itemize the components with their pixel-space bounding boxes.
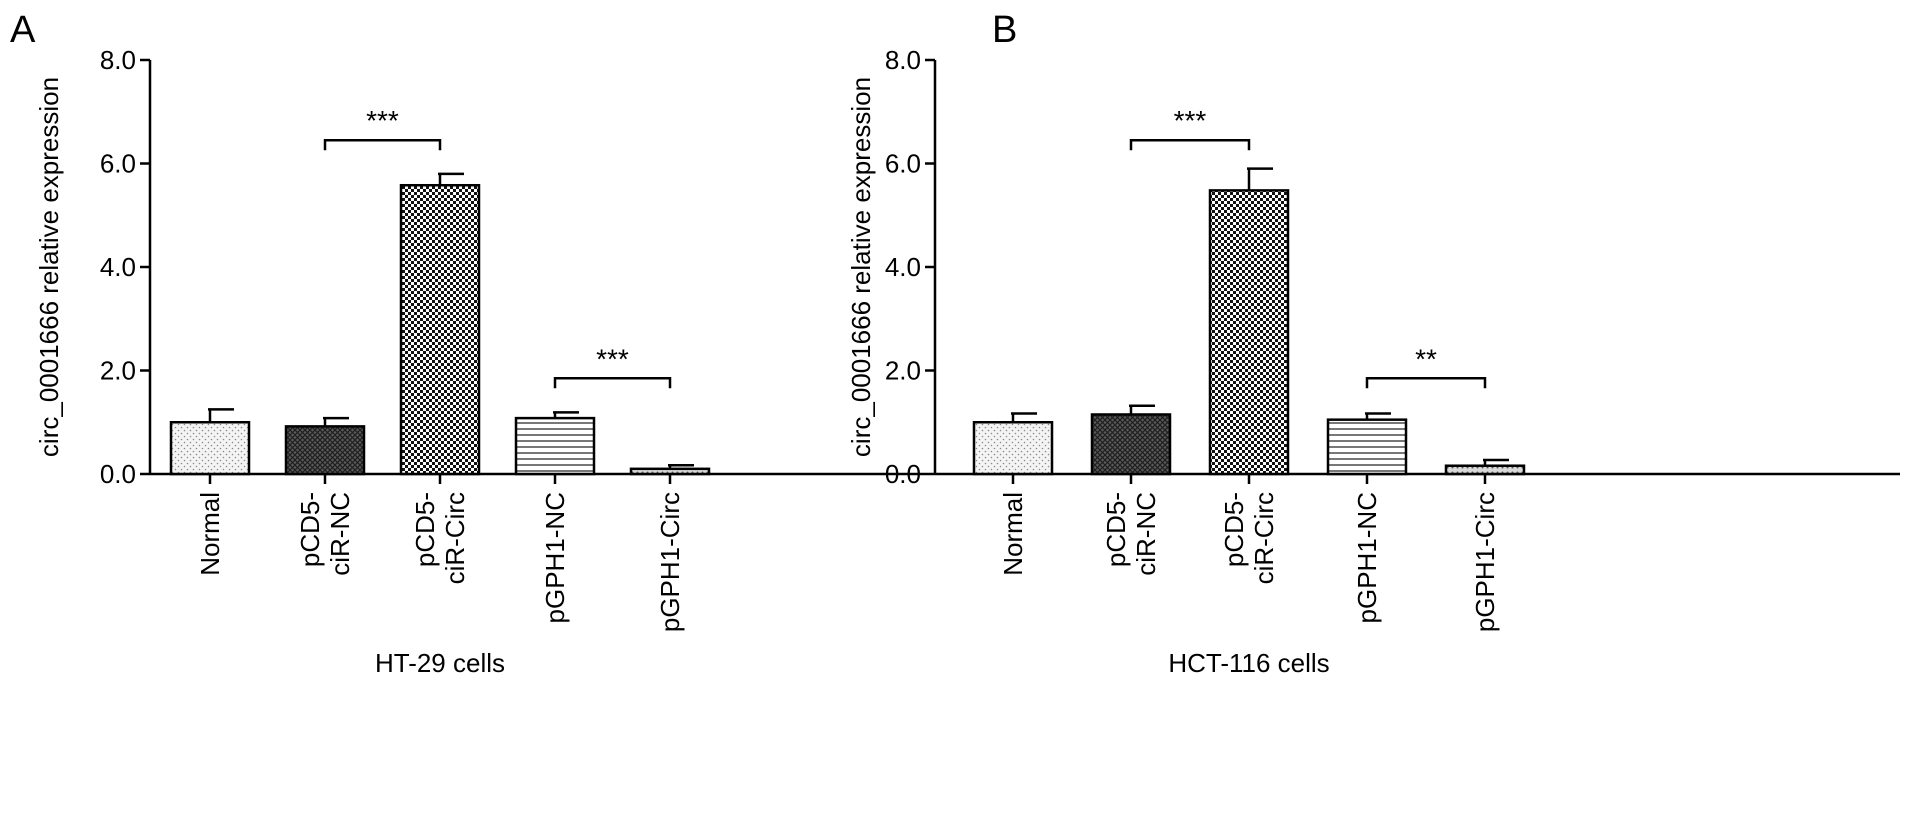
y-tick-label: 8.0 xyxy=(100,45,136,75)
y-tick-label: 0.0 xyxy=(100,459,136,489)
category-label: Normal xyxy=(195,492,225,576)
bar xyxy=(284,425,366,476)
category-label: pCD5- xyxy=(410,492,440,567)
bar xyxy=(1444,464,1526,476)
y-axis-label-group: circ_0001666 relative expression xyxy=(846,77,876,457)
panel-b: B circ_0001666 relative expression HCT-1… xyxy=(846,9,1900,678)
y-axis-label-group: circ_0001666 relative expression xyxy=(34,77,64,457)
bar xyxy=(514,416,596,476)
y-tick-label: 2.0 xyxy=(885,356,921,386)
y-axis-label: circ_0001666 relative expression xyxy=(34,77,64,457)
category-label: pCD5- xyxy=(1101,492,1131,567)
significance-label: ** xyxy=(1415,343,1437,374)
panel-a: A circ_0001666 relative expression HT-29… xyxy=(10,9,925,678)
significance-bracket xyxy=(1129,138,1251,151)
significance-bracket xyxy=(323,138,442,151)
category-label: ciR-Circ xyxy=(440,492,470,584)
bar xyxy=(972,421,1054,476)
y-tick-label: 4.0 xyxy=(100,252,136,282)
x-axis-label: HCT-116 cells xyxy=(1168,648,1329,678)
significance-label: *** xyxy=(1174,105,1207,136)
category-label: pGPH1-Circ xyxy=(655,492,685,632)
y-tick-label: 6.0 xyxy=(100,149,136,179)
category-label: ciR-NC xyxy=(325,492,355,576)
significance-bracket xyxy=(553,377,672,389)
category-label: ciR-Circ xyxy=(1249,492,1279,584)
bar xyxy=(1208,189,1290,476)
category-label: pGPH1-NC xyxy=(540,492,570,623)
y-tick-label: 6.0 xyxy=(885,149,921,179)
category-label: pGPH1-Circ xyxy=(1470,492,1500,632)
y-axis-label: circ_0001666 relative expression xyxy=(846,77,876,457)
category-label: pCD5- xyxy=(295,492,325,567)
bar xyxy=(399,183,481,476)
x-axis-label: HT-29 cells xyxy=(375,648,505,678)
panel-label: B xyxy=(992,9,1017,51)
y-tick-label: 2.0 xyxy=(100,356,136,386)
y-tick-label: 0.0 xyxy=(885,459,921,489)
bar xyxy=(1090,413,1172,476)
bar xyxy=(169,421,251,476)
y-tick-label: 8.0 xyxy=(885,45,921,75)
panel-label: A xyxy=(10,9,36,51)
significance-label: *** xyxy=(596,343,629,374)
bar xyxy=(1326,418,1408,476)
significance-label: *** xyxy=(366,105,399,136)
category-label: ciR-NC xyxy=(1131,492,1161,576)
y-tick-label: 4.0 xyxy=(885,252,921,282)
category-label: pGPH1-NC xyxy=(1352,492,1382,623)
significance-bracket xyxy=(1365,377,1487,389)
category-label: pCD5- xyxy=(1219,492,1249,567)
category-label: Normal xyxy=(998,492,1028,576)
bar xyxy=(629,467,711,476)
